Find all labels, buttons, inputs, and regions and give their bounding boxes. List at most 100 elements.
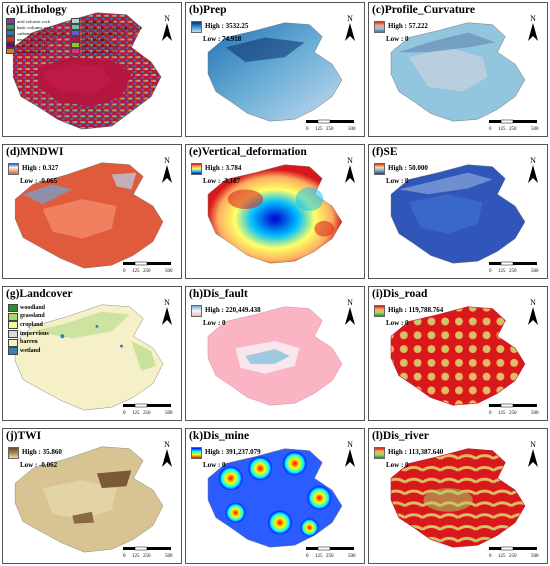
lithology-swatch — [70, 30, 80, 36]
panel-h-dis-fault: (h)Dis_fault High : 220,449.438 Low : 0 … — [185, 286, 365, 421]
lithology-legend-item: mixed sedimentary rock — [70, 30, 143, 36]
svg-text:250: 250 — [143, 411, 151, 415]
svg-text:125: 125 — [498, 269, 506, 273]
panel-k-title: (k)Dis_mine — [189, 430, 250, 442]
svg-text:250: 250 — [509, 127, 517, 131]
panel-i-title: (i)Dis_road — [372, 288, 428, 300]
north-arrow-icon: N — [345, 440, 355, 467]
panel-c-profile-curvature: (c)Profile_Curvature High : 57.222 Low :… — [368, 2, 548, 137]
deformation-map — [207, 164, 343, 264]
lithology-legend-item: loose sediment — [70, 36, 143, 42]
north-arrow-icon: N — [345, 298, 355, 325]
road-legend: High : 119,788.764 Low : 0 — [374, 304, 443, 330]
lithology-label: mixed sedimentary rock — [81, 30, 126, 36]
lithology-label: neutral plutonic rock — [17, 36, 55, 42]
svg-text:125: 125 — [315, 554, 323, 558]
landcover-legend-item: cropland — [8, 321, 49, 330]
panel-j-twi: (j)TWI High : 35.860 Low : -0.062 N 0 125… — [2, 428, 182, 564]
river-legend: High : 113,387.640 Low : 0 — [374, 446, 443, 472]
svg-text:500: 500 — [348, 554, 356, 558]
svg-text:125: 125 — [315, 127, 323, 131]
lithology-swatch — [70, 36, 80, 42]
lithology-swatch — [70, 42, 80, 48]
panel-d-title: (d)MNDWI — [6, 146, 64, 158]
north-arrow-icon: N — [528, 298, 538, 325]
svg-text:125: 125 — [132, 269, 140, 273]
svg-text:500: 500 — [531, 411, 539, 415]
svg-text:0: 0 — [489, 411, 492, 415]
svg-text:250: 250 — [509, 554, 517, 558]
svg-text:125: 125 — [498, 554, 506, 558]
scale-bar: 0 125 250 500 — [306, 119, 356, 131]
north-arrow-icon: N — [162, 298, 172, 325]
landcover-label: woodland — [20, 304, 46, 311]
north-arrow-icon: N — [162, 156, 172, 183]
lithology-swatch — [6, 48, 15, 54]
lithology-label: basic plutonic rock — [81, 48, 116, 54]
deformation-legend: High : 3.784 Low : -3.187 — [191, 162, 241, 188]
landcover-swatch — [8, 347, 18, 356]
panel-d-mndwi: (d)MNDWI High : 0.327 Low : -0.065 N 0 12… — [2, 144, 182, 279]
svg-text:0: 0 — [489, 269, 492, 273]
lithology-label: carbonate sedimentary rock — [17, 30, 67, 36]
north-arrow-icon: N — [528, 14, 538, 41]
mine-distance-map — [207, 448, 343, 548]
lithology-label: metamorphic rock — [17, 48, 50, 54]
landcover-legend-item: grassland — [8, 312, 49, 322]
landcover-swatch — [8, 321, 18, 330]
mndwi-legend: High : 0.327 Low : -0.065 — [8, 162, 58, 188]
scale-bar: 0 125 250 500 — [489, 403, 539, 415]
se-legend: High : 50.000 Low : 0 — [374, 162, 428, 188]
lithology-label: siliceous clastic sedimentary rock — [81, 24, 143, 30]
lithology-swatch — [6, 18, 15, 24]
svg-text:250: 250 — [143, 269, 151, 273]
north-arrow-icon: N — [162, 14, 172, 41]
svg-text:0: 0 — [489, 554, 492, 558]
lithology-legend-item: basic plutonic rock — [70, 48, 143, 54]
lithology-legend-item: carbonate sedimentary rock — [6, 30, 67, 36]
svg-text:N: N — [530, 440, 536, 449]
landcover-legend: woodland grassland cropland impervious barre… — [8, 304, 49, 356]
lithology-swatch — [70, 48, 80, 54]
panel-e-vertical-deformation: (e)Vertical_deformation High : 3.784 Low… — [185, 144, 365, 279]
scale-bar: 0 125 250 500 — [489, 546, 539, 558]
lithology-swatch — [6, 36, 15, 42]
panel-f-se: (f)SE High : 50.000 Low : 0 N 0 125 250 500 — [368, 144, 548, 279]
panel-i-dis-road: (i)Dis_road High : 119,788.764 Low : 0 N… — [368, 286, 548, 421]
mine-legend: High : 391,237.079 Low : 0 — [191, 446, 261, 472]
north-arrow-icon: N — [345, 156, 355, 183]
svg-text:N: N — [164, 440, 170, 449]
svg-text:250: 250 — [326, 554, 334, 558]
scale-bar: 0 125 250 500 — [123, 261, 173, 273]
fault-legend: High : 220,449.438 Low : 0 — [191, 304, 261, 330]
road-distance-map — [390, 306, 526, 406]
panel-l-dis-river: (l)Dis_river High : 113,387.640 Low : 0 … — [368, 428, 548, 564]
panel-k-dis-mine: (k)Dis_mine High : 391,237.079 Low : 0 N… — [185, 428, 365, 564]
lithology-label: basic volcanic rock — [17, 24, 52, 30]
landcover-legend-item: barren — [8, 338, 49, 347]
lithology-swatch — [6, 30, 15, 36]
svg-text:N: N — [530, 156, 536, 165]
lithology-legend-item: basic volcanic rock — [6, 24, 67, 30]
panel-a-lithology: acid volcanic rock acid plutonic rock basi… — [2, 2, 182, 137]
scale-bar: 0 125 250 500 — [489, 119, 539, 131]
lithology-swatch — [70, 18, 80, 24]
prep-legend: High : 3532.25 Low : 74.918 — [191, 20, 248, 46]
lithology-legend: acid volcanic rock acid plutonic rock basi… — [6, 18, 142, 54]
panel-b-prep: (b)Prep High : 3532.25 Low : 74.918 N 0 1… — [185, 2, 365, 137]
panel-b-title: (b)Prep — [189, 4, 227, 16]
mndwi-map — [14, 162, 164, 269]
lithology-legend-item: metamorphic rock — [6, 48, 67, 54]
lithology-legend-item: acid volcanic rock — [6, 18, 67, 24]
svg-text:0: 0 — [306, 554, 309, 558]
scale-bar: 0 125 250 500 — [489, 261, 539, 273]
svg-text:125: 125 — [132, 554, 140, 558]
svg-text:250: 250 — [509, 269, 517, 273]
svg-text:0: 0 — [123, 411, 126, 415]
lithology-map — [12, 12, 162, 130]
lithology-legend-item: pyroclastic rock — [6, 42, 67, 48]
panel-f-title: (f)SE — [372, 146, 398, 158]
se-map — [390, 164, 526, 264]
svg-text:N: N — [347, 298, 353, 307]
